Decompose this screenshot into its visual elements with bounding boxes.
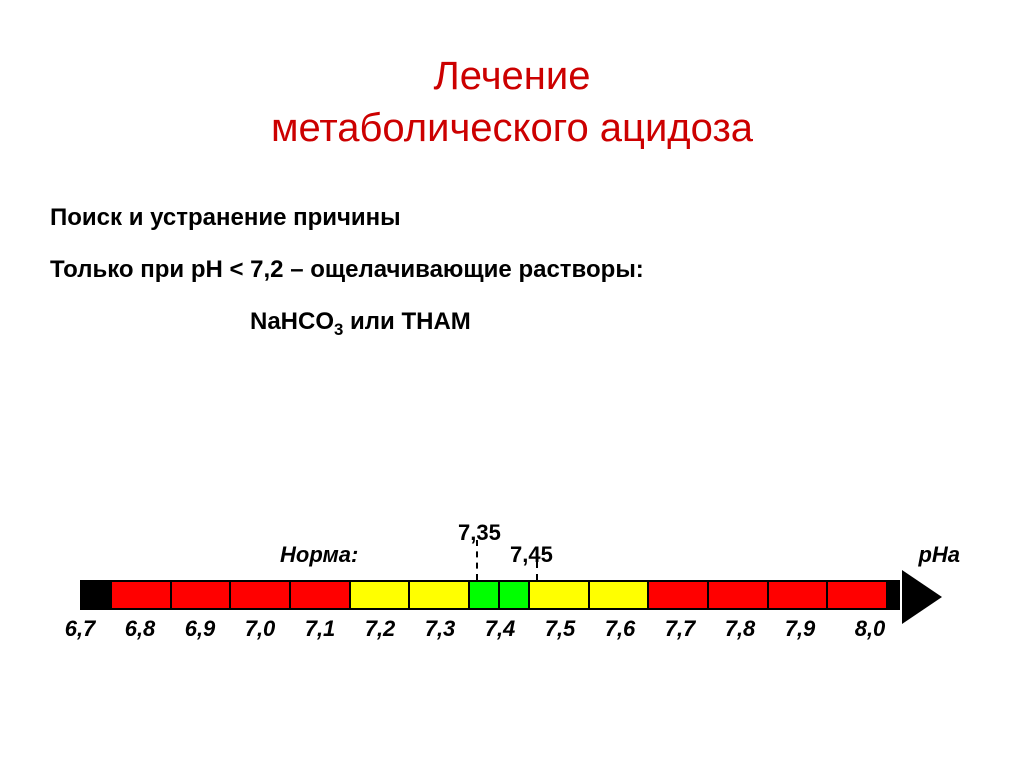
bottom-tick: 7,5 [545,616,576,642]
bottom-tick: 7,7 [665,616,696,642]
ph-scale: Норма: 7,35 7,45 pHa 6,76,86,97,07,17,27… [80,520,960,646]
formula-subscript: 3 [334,320,343,339]
bottom-tick: 7,6 [605,616,636,642]
scale-segment [500,582,530,608]
scale-segment [172,582,232,608]
bottom-tick: 8,0 [855,616,886,642]
scale-segment [470,582,500,608]
content-formula: NaHCO3 или ТНАМ [50,308,974,340]
content-line-1: Поиск и устранение причины [50,204,974,232]
formula-suffix: или ТНАМ [343,308,470,335]
scale-segment [590,582,650,608]
scale-segment [231,582,291,608]
pha-label: pHa [918,542,960,568]
dash-745 [536,562,538,580]
scale-bar [80,580,900,610]
tick-745: 7,45 [510,542,553,568]
scale-labels-bottom: 6,76,86,97,07,17,27,37,47,57,67,77,87,98… [80,616,960,646]
tick-735: 7,35 [458,520,501,546]
bottom-tick: 6,7 [65,616,96,642]
scale-segment [112,582,172,608]
title-line-2: метаболического ацидоза [0,102,1024,154]
bottom-tick: 7,1 [305,616,336,642]
scale-labels-top: Норма: 7,35 7,45 pHa [80,520,960,580]
bottom-tick: 7,9 [785,616,816,642]
norma-label: Норма: [280,542,358,568]
bottom-tick: 6,8 [125,616,156,642]
scale-segment [291,582,351,608]
scale-segment [82,582,112,608]
scale-segment [410,582,470,608]
scale-segment [888,582,898,608]
scale-segment [709,582,769,608]
bottom-tick: 6,9 [185,616,216,642]
bottom-tick: 7,3 [425,616,456,642]
scale-segment [530,582,590,608]
title-line-1: Лечение [0,50,1024,102]
scale-segment [649,582,709,608]
scale-segment [351,582,411,608]
scale-segment [828,582,888,608]
formula-prefix: NaHCO [250,308,334,335]
bottom-tick: 7,2 [365,616,396,642]
dash-735 [476,540,478,580]
scale-segment [769,582,829,608]
bottom-tick: 7,0 [245,616,276,642]
bottom-tick: 7,8 [725,616,756,642]
content-line-2: Только при рН < 7,2 – ощелачивающие раст… [50,256,974,284]
bottom-tick: 7,4 [485,616,516,642]
content-block: Поиск и устранение причины Только при рН… [0,154,1024,340]
slide-title: Лечение метаболического ацидоза [0,0,1024,154]
